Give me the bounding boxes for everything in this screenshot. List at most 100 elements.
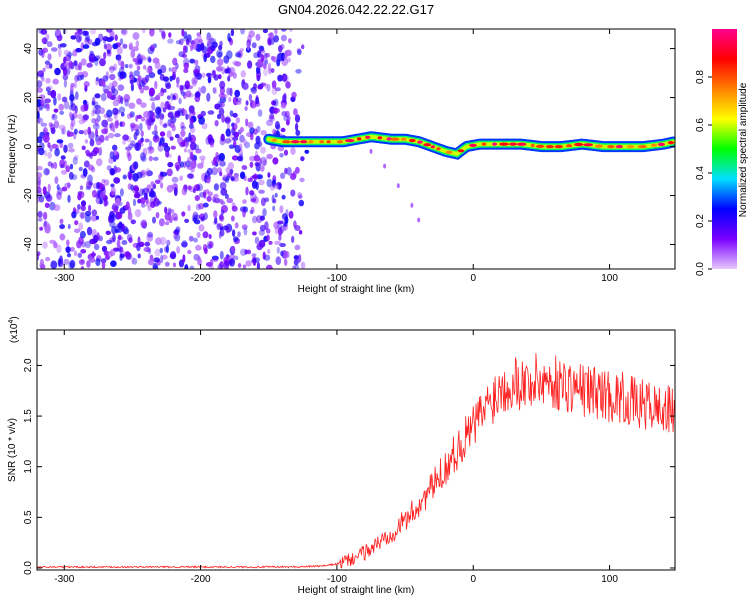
noise-blob <box>185 136 193 142</box>
noise-blob <box>203 212 208 220</box>
noise-blob <box>40 264 46 269</box>
noise-blob <box>82 44 90 49</box>
x-tick-label: 100 <box>601 574 618 585</box>
noise-blob <box>63 79 67 88</box>
noise-blob <box>137 57 144 65</box>
noise-blob <box>219 101 225 108</box>
noise-blob <box>279 205 284 214</box>
snr-y-ticks: 0.0 0.5 1.0 1.5 2.0 <box>23 358 675 575</box>
noise-blob <box>178 97 182 105</box>
noise-blob <box>80 42 85 51</box>
signal-peak <box>319 140 325 144</box>
noise-blob <box>109 213 116 222</box>
noise-blob <box>220 94 228 99</box>
noise-blob <box>272 157 279 165</box>
noise-blob <box>123 228 130 235</box>
noise-blob <box>219 182 227 190</box>
noise-blob <box>164 261 170 267</box>
noise-blob <box>293 255 299 260</box>
noise-blob <box>270 68 275 73</box>
spectrogram-y-label: Frequency (Hz) <box>7 115 18 184</box>
noise-blob <box>202 231 209 239</box>
noise-blob <box>234 61 242 67</box>
noise-blob <box>276 224 282 229</box>
noise-blob <box>71 211 77 219</box>
noise-blob <box>61 186 68 192</box>
noise-blob <box>294 225 301 231</box>
noise-blob <box>168 32 172 38</box>
noise-blob <box>69 93 75 101</box>
noise-blob <box>133 184 139 192</box>
noise-blob <box>166 184 174 193</box>
noise-blob <box>252 231 257 236</box>
noise-blob <box>111 88 119 97</box>
noise-blob <box>231 245 236 253</box>
noise-blob <box>59 142 64 149</box>
noise-blob <box>46 223 51 233</box>
noise-blob <box>135 115 139 122</box>
noise-blob <box>66 239 70 247</box>
noise-blob <box>140 102 147 108</box>
noise-blob <box>59 110 65 115</box>
noise-blob <box>124 98 129 107</box>
noise-blob <box>211 41 218 49</box>
noise-blob <box>70 98 74 108</box>
noise-blob <box>40 29 48 35</box>
noise-blob <box>93 243 100 251</box>
noise-blob <box>235 100 242 105</box>
noise-blob <box>147 231 154 238</box>
svg-text:(x104): (x104) <box>8 316 20 343</box>
noise-blob <box>232 122 238 131</box>
noise-blob <box>283 149 289 156</box>
noise-blob <box>104 135 109 141</box>
noise-blob <box>201 122 208 130</box>
signal-peak <box>282 140 291 144</box>
secondary-trace-point <box>396 183 400 189</box>
noise-blob <box>130 122 136 129</box>
noise-blob <box>130 219 136 225</box>
noise-blob <box>147 205 152 212</box>
noise-blob <box>150 188 154 197</box>
noise-blob <box>230 176 235 182</box>
noise-blob <box>94 93 101 99</box>
noise-blob <box>88 204 92 212</box>
noise-blob <box>282 74 289 83</box>
noise-blob <box>86 260 91 268</box>
noise-blob <box>132 32 140 40</box>
noise-blob <box>79 185 84 191</box>
noise-blob <box>75 91 79 100</box>
noise-blob <box>124 64 129 69</box>
noise-blob <box>154 248 161 257</box>
noise-blob <box>278 234 282 241</box>
noise-blob <box>202 202 209 208</box>
noise-blob <box>214 120 219 127</box>
noise-blob <box>99 134 105 143</box>
noise-blob <box>148 87 155 97</box>
noise-blob <box>178 51 185 58</box>
noise-blob <box>86 226 93 236</box>
noise-blob <box>88 181 94 186</box>
noise-blob <box>260 146 266 154</box>
noise-blob <box>297 192 303 199</box>
noise-blob <box>76 240 82 249</box>
noise-blob <box>108 65 115 74</box>
noise-blob <box>219 137 226 146</box>
noise-blob <box>179 84 184 91</box>
noise-blob <box>143 85 150 91</box>
noise-blob <box>224 116 231 124</box>
x-tick-label: -100 <box>327 574 347 585</box>
noise-blob <box>65 54 72 62</box>
noise-blob <box>37 70 45 78</box>
noise-blob <box>227 162 234 170</box>
noise-blob <box>180 91 186 97</box>
noise-blob <box>62 73 69 81</box>
noise-blob <box>148 57 152 63</box>
noise-blob <box>96 114 101 122</box>
noise-blob <box>165 82 172 90</box>
noise-blob <box>45 194 53 203</box>
noise-blob <box>162 107 167 113</box>
noise-blob <box>68 111 73 118</box>
noise-blob <box>61 128 65 135</box>
noise-blob <box>122 139 126 145</box>
